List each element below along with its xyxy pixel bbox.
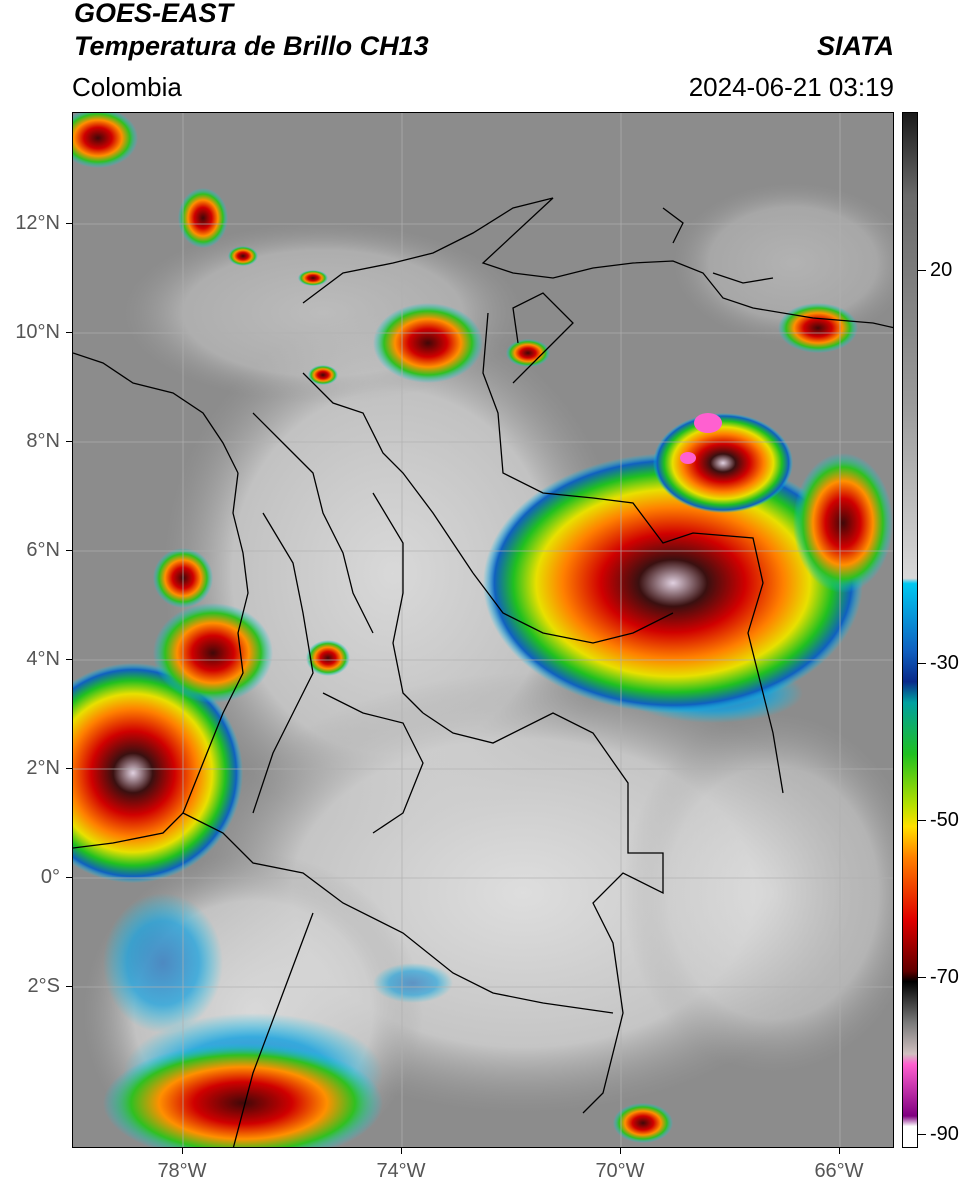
lat-tick: [66, 223, 72, 224]
lon-tick: [839, 1148, 840, 1154]
lat-tick: [66, 877, 72, 878]
lat-tick: [66, 332, 72, 333]
colorbar-label-minus90: -90: [930, 1123, 959, 1145]
lon-tick: [182, 1148, 183, 1154]
lat-label-12n: 12°N: [15, 212, 60, 234]
organization-label: SIATA: [817, 31, 894, 61]
satellite-map: [72, 112, 894, 1148]
colorbar-tick: [918, 977, 926, 978]
datetime-label: 2024-06-21 03:19: [688, 72, 894, 102]
colorbar-tick: [918, 820, 926, 821]
lat-label-10n: 10°N: [15, 321, 60, 343]
product-title: Temperatura de Brillo CH13: [74, 31, 429, 61]
colorbar-label-minus70: -70: [930, 966, 959, 988]
lat-label-8n: 8°N: [26, 430, 60, 452]
lon-tick: [620, 1148, 621, 1154]
lat-tick: [66, 550, 72, 551]
brightness-temperature-image: [73, 113, 893, 1147]
lat-label-2s: 2°S: [27, 975, 60, 997]
region-label: Colombia: [72, 72, 182, 102]
lon-label-78w: 78°W: [157, 1160, 207, 1182]
lon-label-66w: 66°W: [814, 1160, 864, 1182]
colorbar-label-minus50: -50: [930, 809, 959, 831]
lat-label-2n: 2°N: [26, 757, 60, 779]
lat-tick: [66, 659, 72, 660]
lon-label-74w: 74°W: [376, 1160, 426, 1182]
colorbar-tick: [918, 270, 926, 271]
colorbar-label-20: 20: [930, 259, 953, 281]
lat-label-4n: 4°N: [26, 648, 60, 670]
colorbar-label-minus30: -30: [930, 652, 959, 674]
lat-tick: [66, 768, 72, 769]
lat-label-0: 0°: [40, 866, 60, 888]
colorbar-tick: [918, 663, 926, 664]
lat-tick: [66, 441, 72, 442]
satellite-title: GOES-EAST: [74, 0, 234, 28]
temperature-colorbar: [902, 112, 918, 1148]
lat-label-6n: 6°N: [26, 539, 60, 561]
lon-tick: [401, 1148, 402, 1154]
colorbar-tick: [918, 1134, 926, 1135]
lon-label-70w: 70°W: [595, 1160, 645, 1182]
lat-tick: [66, 986, 72, 987]
